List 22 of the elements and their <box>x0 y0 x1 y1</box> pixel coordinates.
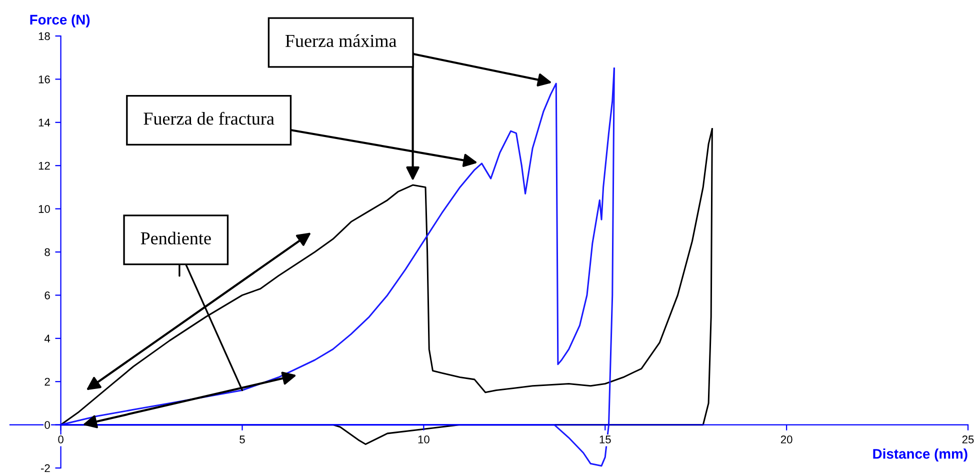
y-tick-label: 10 <box>38 205 50 213</box>
y-tick-label: 0 <box>44 421 50 429</box>
annotation: Pendiente <box>140 232 211 244</box>
y-axis-title: Force (N) <box>30 14 90 28</box>
y-tick-label: 18 <box>38 32 50 40</box>
annotation: Fuerza máxima <box>285 34 396 47</box>
x-tick-label: 0 <box>58 436 64 444</box>
y-tick-label: 6 <box>44 291 50 300</box>
y-tick-label: 2 <box>44 378 50 386</box>
x-axis-title: Distance (mm) <box>873 448 968 462</box>
y-tick-label: -2 <box>41 464 50 472</box>
x-tick-label: 15 <box>600 436 611 444</box>
y-tick-label: 8 <box>44 248 50 256</box>
y-tick-label: 4 <box>44 334 50 342</box>
x-tick-label: 25 <box>962 436 974 444</box>
x-tick-label: 5 <box>240 436 245 444</box>
x-tick-label: 10 <box>418 436 430 444</box>
y-tick-label: 16 <box>38 75 50 84</box>
y-tick-label: 12 <box>38 162 50 170</box>
x-tick-label: 20 <box>780 436 792 444</box>
y-tick-label: 14 <box>38 118 50 126</box>
annotation: Fuerza de fractura <box>144 112 274 125</box>
